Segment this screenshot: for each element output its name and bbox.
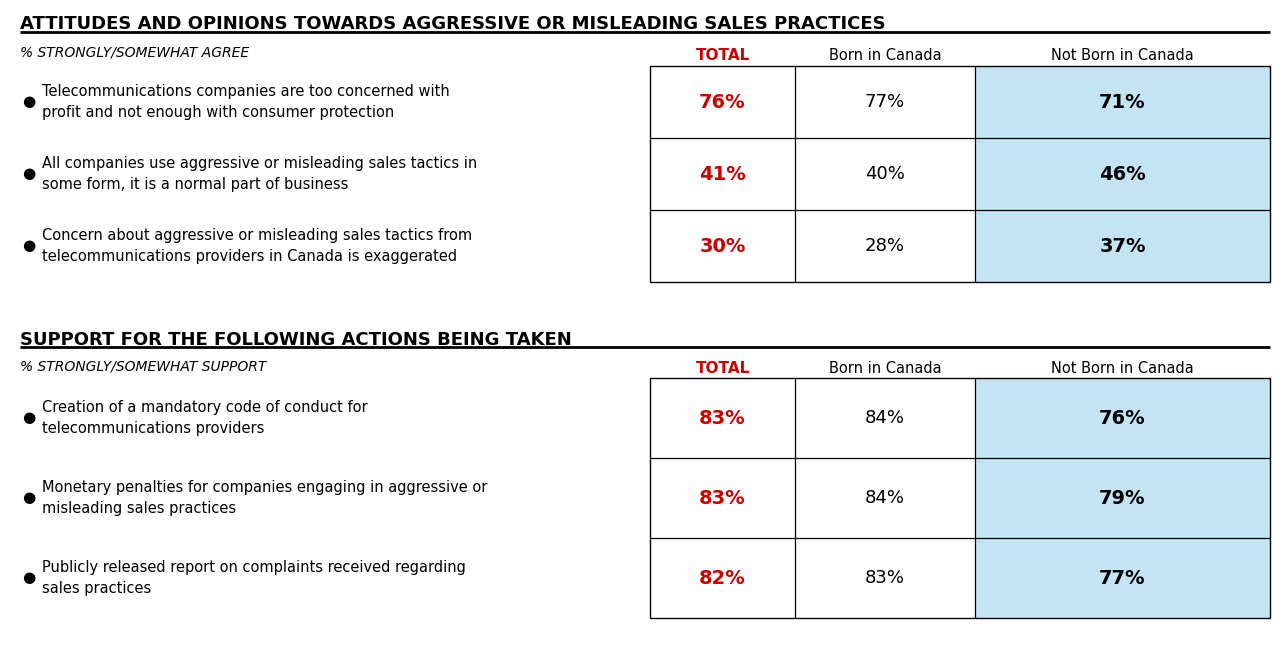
Text: Telecommunications companies are too concerned with
profit and not enough with c: Telecommunications companies are too con… — [42, 84, 450, 119]
Bar — [975, 66, 1271, 282]
Text: ATTITUDES AND OPINIONS TOWARDS AGGRESSIVE OR MISLEADING SALES PRACTICES: ATTITUDES AND OPINIONS TOWARDS AGGRESSIV… — [21, 15, 886, 33]
Text: 84%: 84% — [865, 489, 905, 507]
Text: 83%: 83% — [700, 408, 746, 428]
Text: ●: ● — [22, 411, 35, 426]
Text: All companies use aggressive or misleading sales tactics in
some form, it is a n: All companies use aggressive or misleadi… — [42, 156, 477, 191]
Text: % STRONGLY/SOMEWHAT SUPPORT: % STRONGLY/SOMEWHAT SUPPORT — [21, 359, 266, 373]
Text: 76%: 76% — [1100, 408, 1146, 428]
Text: Born in Canada: Born in Canada — [828, 361, 941, 376]
Text: ●: ● — [22, 491, 35, 506]
Text: TOTAL: TOTAL — [696, 361, 750, 376]
Text: 76%: 76% — [700, 93, 746, 112]
Text: ●: ● — [22, 238, 35, 254]
Text: 83%: 83% — [865, 569, 905, 587]
Text: Monetary penalties for companies engaging in aggressive or
misleading sales prac: Monetary penalties for companies engagin… — [42, 480, 487, 516]
Text: 41%: 41% — [700, 164, 746, 184]
Bar — [649, 378, 1271, 618]
Text: Not Born in Canada: Not Born in Canada — [1051, 361, 1193, 376]
Text: Concern about aggressive or misleading sales tactics from
telecommunications pro: Concern about aggressive or misleading s… — [42, 228, 472, 263]
Text: 83%: 83% — [700, 489, 746, 508]
Bar — [975, 378, 1271, 618]
Text: Born in Canada: Born in Canada — [828, 48, 941, 63]
Text: Not Born in Canada: Not Born in Canada — [1051, 48, 1193, 63]
Text: 77%: 77% — [865, 93, 905, 111]
Text: 77%: 77% — [1100, 569, 1146, 587]
Text: 84%: 84% — [865, 409, 905, 427]
Text: Creation of a mandatory code of conduct for
telecommunications providers: Creation of a mandatory code of conduct … — [42, 400, 368, 435]
Text: 30%: 30% — [700, 236, 746, 256]
Text: 71%: 71% — [1100, 93, 1146, 112]
Text: 28%: 28% — [865, 237, 905, 255]
Text: 46%: 46% — [1100, 164, 1146, 184]
Text: Publicly released report on complaints received regarding
sales practices: Publicly released report on complaints r… — [42, 560, 466, 596]
Text: 79%: 79% — [1100, 489, 1146, 508]
Text: TOTAL: TOTAL — [696, 48, 750, 63]
Text: 40%: 40% — [865, 165, 905, 183]
Bar — [649, 66, 1271, 282]
Text: 82%: 82% — [700, 569, 746, 587]
Text: ●: ● — [22, 167, 35, 182]
Text: 37%: 37% — [1100, 236, 1146, 256]
Text: SUPPORT FOR THE FOLLOWING ACTIONS BEING TAKEN: SUPPORT FOR THE FOLLOWING ACTIONS BEING … — [21, 331, 572, 349]
Text: ●: ● — [22, 570, 35, 585]
Text: % STRONGLY/SOMEWHAT AGREE: % STRONGLY/SOMEWHAT AGREE — [21, 45, 249, 59]
Text: ●: ● — [22, 95, 35, 110]
